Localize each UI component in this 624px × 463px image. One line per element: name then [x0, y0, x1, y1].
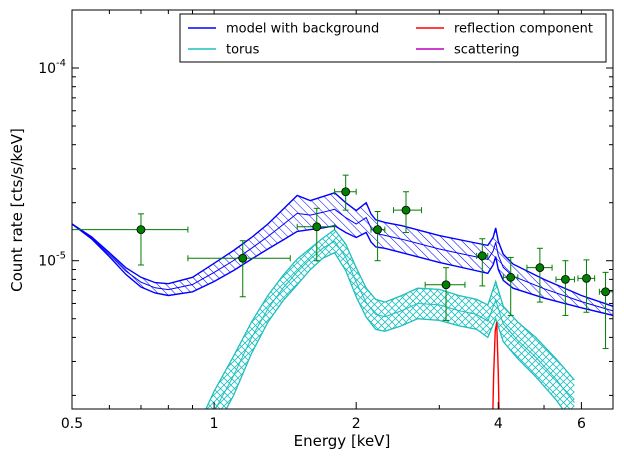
data-marker [373, 225, 382, 235]
x-tick-label: 4 [494, 416, 503, 432]
data-marker [238, 253, 248, 263]
data-point [502, 256, 519, 316]
data-marker [136, 225, 146, 235]
torus-lower-line [225, 251, 564, 409]
data-marker [601, 287, 610, 297]
axis-ticks: 0.5 1 2 4 6 10-5 10-4 [38, 9, 614, 432]
data-marker [506, 272, 516, 282]
y-axis-label: Count rate [cts/s/keV] [8, 128, 26, 292]
data-point [296, 207, 336, 262]
x-tick-label: 6 [577, 416, 586, 432]
data-point [334, 174, 357, 211]
data-marker [477, 251, 487, 261]
legend-label-scattering: scattering [454, 43, 520, 58]
plot-frame [71, 9, 614, 410]
data-point [370, 211, 386, 262]
data-marker [312, 222, 322, 232]
data-marker [561, 274, 570, 284]
x-axis-label: Energy [keV] [294, 432, 391, 450]
data-marker [582, 273, 591, 283]
data-marker [535, 263, 545, 273]
data-point [526, 247, 553, 303]
x-tick-label: 1 [210, 416, 219, 432]
y-tick-label: 10-4 [38, 58, 66, 77]
torus-upper-line [205, 228, 575, 409]
legend: model with background torus reflection com… [179, 13, 607, 63]
series-layer [72, 192, 613, 409]
reflection-component-line [492, 321, 500, 409]
torus-median-line [214, 240, 575, 409]
model-with-background-median-line [72, 208, 613, 312]
model-with-background-lower-line [72, 223, 613, 317]
legend-label-model-with-background: model with background [226, 22, 379, 37]
data-point [577, 259, 596, 313]
torus-band-fill [205, 229, 575, 409]
legend-label-torus: torus [226, 43, 260, 58]
data-point [72, 213, 189, 266]
x-tick-label: 0.5 [61, 416, 83, 432]
legend-box [179, 13, 607, 63]
data-point [476, 238, 489, 287]
data-marker [441, 280, 451, 290]
y-tick-label: 10-5 [38, 251, 66, 270]
x-tick-label: 2 [352, 416, 361, 432]
data-point [424, 267, 466, 321]
data-point [393, 191, 422, 234]
data-point [187, 240, 291, 298]
data-point [555, 260, 575, 316]
legend-label-reflection-component: reflection component [454, 22, 593, 37]
data-marker [401, 205, 411, 215]
data-marker [341, 187, 351, 197]
data-point [598, 271, 613, 350]
data-points-layer [72, 174, 613, 350]
